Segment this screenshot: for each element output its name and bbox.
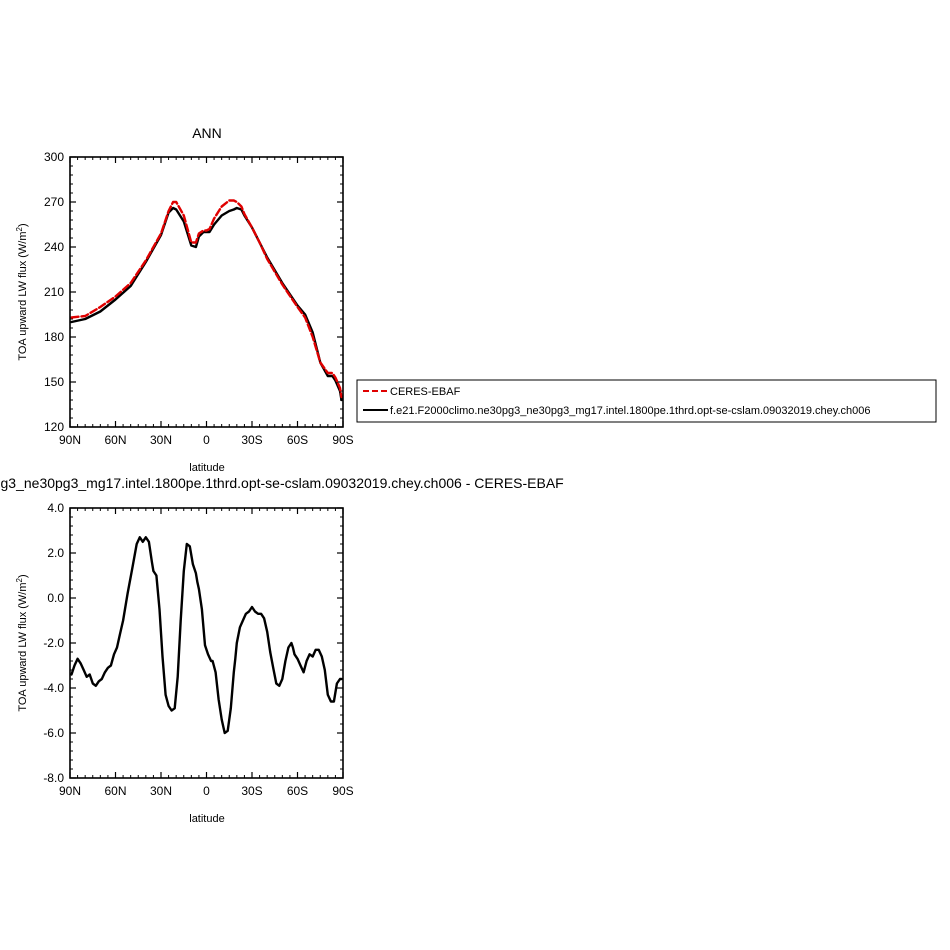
bottom-y-tick-label: 2.0 bbox=[47, 546, 64, 560]
bottom-y-tick-label: 0.0 bbox=[47, 591, 64, 605]
top-x-tick-label: 0 bbox=[203, 433, 210, 447]
bottom-x-tick-label: 30S bbox=[241, 784, 262, 798]
legend-label-model: f.e21.F2000climo.ne30pg3_ne30pg3_mg17.in… bbox=[390, 405, 870, 417]
legend-label-ceres-ebaf: CERES-EBAF bbox=[390, 386, 461, 398]
top-x-axis-label: latitude bbox=[189, 462, 224, 474]
bottom-x-axis-label: latitude bbox=[189, 813, 224, 825]
bottom-series-line-0 bbox=[70, 536, 343, 735]
top-plot-area: 90N 60N 30N 0 30S 60S 90S 120 150 180 210 240 270 300 bbox=[44, 150, 354, 447]
legend: CERES-EBAF f.e21.F2000climo.ne30pg3_ne30… bbox=[356, 379, 937, 423]
top-y-tick-label: 180 bbox=[44, 330, 64, 344]
top-panel: ANN 90N 60N 30N 0 30S 60S 90S 120 150 180 210 240 27… bbox=[15, 125, 354, 474]
legend-box bbox=[356, 379, 937, 423]
top-y-axis-label: TOA upward LW flux (W/m2) bbox=[15, 223, 29, 360]
top-x-tick-label: 30N bbox=[150, 433, 172, 447]
top-y-tick-label: 300 bbox=[44, 150, 64, 164]
bottom-y-tick-label: -8.0 bbox=[43, 771, 64, 785]
top-x-tick-label: 90S bbox=[332, 433, 353, 447]
top-plot-frame bbox=[69, 156, 344, 428]
top-x-tick-label: 60N bbox=[104, 433, 126, 447]
top-y-tick-label: 210 bbox=[44, 285, 64, 299]
bottom-x-tick-label: 90N bbox=[59, 784, 81, 798]
bottom-y-tick-label: -4.0 bbox=[43, 681, 64, 695]
bottom-panel: f.e21.F2000climo.ne30pg3_ne30pg3_mg17.in… bbox=[0, 475, 564, 825]
top-x-tick-label: 90N bbox=[59, 433, 81, 447]
top-x-tick-label: 60S bbox=[287, 433, 308, 447]
bottom-x-tick-label: 0 bbox=[203, 784, 210, 798]
bottom-x-tick-label: 60S bbox=[287, 784, 308, 798]
bottom-y-tick-label: -2.0 bbox=[43, 636, 64, 650]
bottom-x-tick-label: 60N bbox=[104, 784, 126, 798]
bottom-x-tick-label: 90S bbox=[332, 784, 353, 798]
top-x-tick-label: 30S bbox=[241, 433, 262, 447]
top-y-tick-label: 150 bbox=[44, 375, 64, 389]
bottom-plot-frame bbox=[69, 507, 344, 779]
top-series-line-0 bbox=[70, 206, 343, 402]
top-y-tick-label: 120 bbox=[44, 420, 64, 434]
bottom-chart-title: f.e21.F2000climo.ne30pg3_ne30pg3_mg17.in… bbox=[0, 475, 564, 491]
bottom-x-tick-label: 30N bbox=[150, 784, 172, 798]
bottom-y-tick-label: -6.0 bbox=[43, 726, 64, 740]
bottom-plot-area: 90N 60N 30N 0 30S 60S 90S -8.0 -6.0 -4.0 -2.0 0.0 2.… bbox=[43, 501, 353, 798]
top-y-tick-label: 270 bbox=[44, 195, 64, 209]
bottom-y-tick-label: 4.0 bbox=[47, 501, 64, 515]
bottom-y-axis-label: TOA upward LW flux (W/m2) bbox=[15, 574, 29, 711]
top-series-line-1 bbox=[70, 199, 343, 399]
top-chart-title: ANN bbox=[192, 125, 222, 141]
top-y-tick-label: 240 bbox=[44, 240, 64, 254]
